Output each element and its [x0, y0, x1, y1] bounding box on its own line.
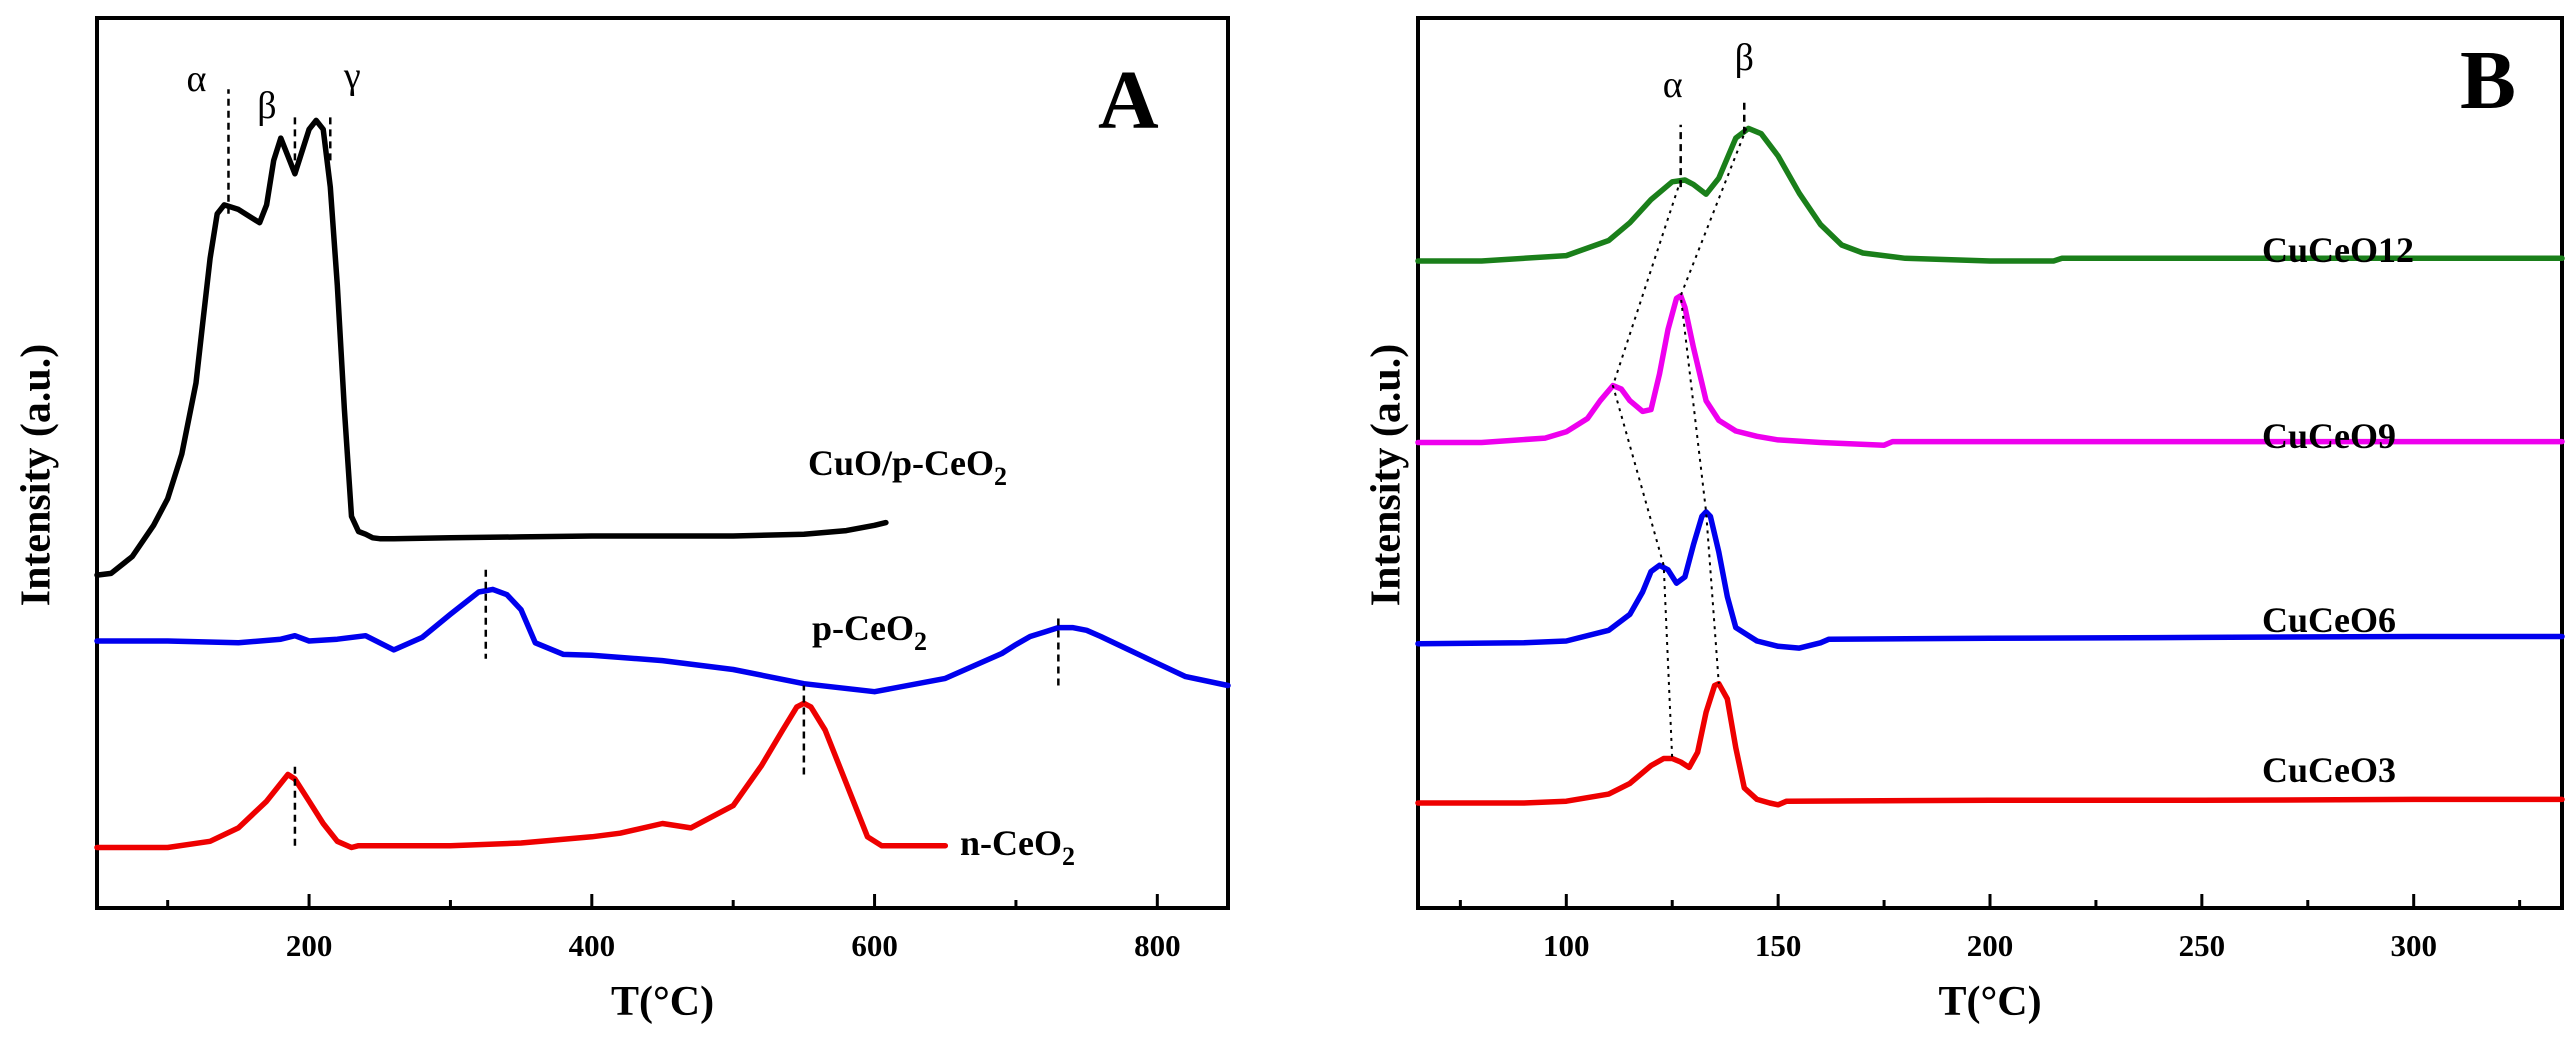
series-line-p-ceo — [94, 586, 1231, 695]
panel-letter: A — [1098, 54, 1159, 147]
x-tick-label: 300 — [2390, 928, 2437, 963]
peak-label: β — [257, 85, 276, 127]
x-tick-label: 400 — [569, 928, 616, 963]
series-line-cuceo9 — [1415, 292, 2565, 448]
x-tick-label: 600 — [851, 928, 898, 963]
peak-label: α — [1663, 64, 1683, 106]
panel-B: 100 150 200 250 300 T(°C) Intensity (a.u.) B CuC… — [1364, 16, 2565, 1025]
series-label-text: CuCeO12 — [2262, 230, 2414, 270]
series-label: CuCeO12 — [2262, 230, 2414, 270]
series-line-cuceo3 — [1415, 680, 2565, 808]
peak-label: β — [1735, 37, 1754, 79]
series-label-text: p-CeO — [812, 608, 914, 648]
series-label-subscript: 2 — [1062, 842, 1075, 871]
series-label-text: CuCeO3 — [2262, 750, 2396, 790]
series-line-cuo-p-ceo — [94, 117, 889, 578]
x-tick-label: 200 — [1967, 928, 2014, 963]
series-line-n-ceo — [94, 700, 949, 851]
series-label: CuO/p-CeO2 — [808, 443, 1007, 491]
x-tick-label: 200 — [286, 928, 333, 963]
panel-letter: B — [2460, 34, 2516, 127]
series-line-cuceo12 — [1415, 125, 2565, 264]
y-axis-title: Intensity (a.u.) — [14, 344, 60, 607]
series-label-subscript: 2 — [914, 627, 927, 656]
series-line-cuceo6 — [1415, 509, 2565, 651]
series-label: CuCeO9 — [2262, 416, 2396, 456]
peak-guide-line — [1679, 128, 1748, 684]
x-tick-label: 800 — [1134, 928, 1181, 963]
series-label: n-CeO2 — [960, 823, 1075, 871]
x-tick-label: 250 — [2179, 928, 2226, 963]
series-label-text: CuO/p-CeO — [808, 443, 994, 483]
peak-label: γ — [343, 55, 361, 97]
x-tick-label: 100 — [1543, 928, 1590, 963]
plot-frame — [95, 16, 1230, 910]
peak-guide-line — [1611, 179, 1682, 759]
panel-A: 200 400 600 800 T(°C) Intensity (a.u.) A CuO/p-… — [14, 16, 1231, 1025]
x-axis-title: T(°C) — [611, 979, 714, 1025]
series-label-subscript: 2 — [994, 462, 1007, 491]
series-label: CuCeO6 — [2262, 600, 2396, 640]
series-label-text: n-CeO — [960, 823, 1062, 863]
series-label: p-CeO2 — [812, 608, 927, 656]
peak-label: α — [187, 58, 207, 100]
x-tick-label: 150 — [1755, 928, 1802, 963]
series-label: CuCeO3 — [2262, 750, 2396, 790]
x-axis-title: T(°C) — [1938, 979, 2041, 1025]
series-label-text: CuCeO9 — [2262, 416, 2396, 456]
series-label-text: CuCeO6 — [2262, 600, 2396, 640]
y-axis-title: Intensity (a.u.) — [1364, 344, 1410, 607]
